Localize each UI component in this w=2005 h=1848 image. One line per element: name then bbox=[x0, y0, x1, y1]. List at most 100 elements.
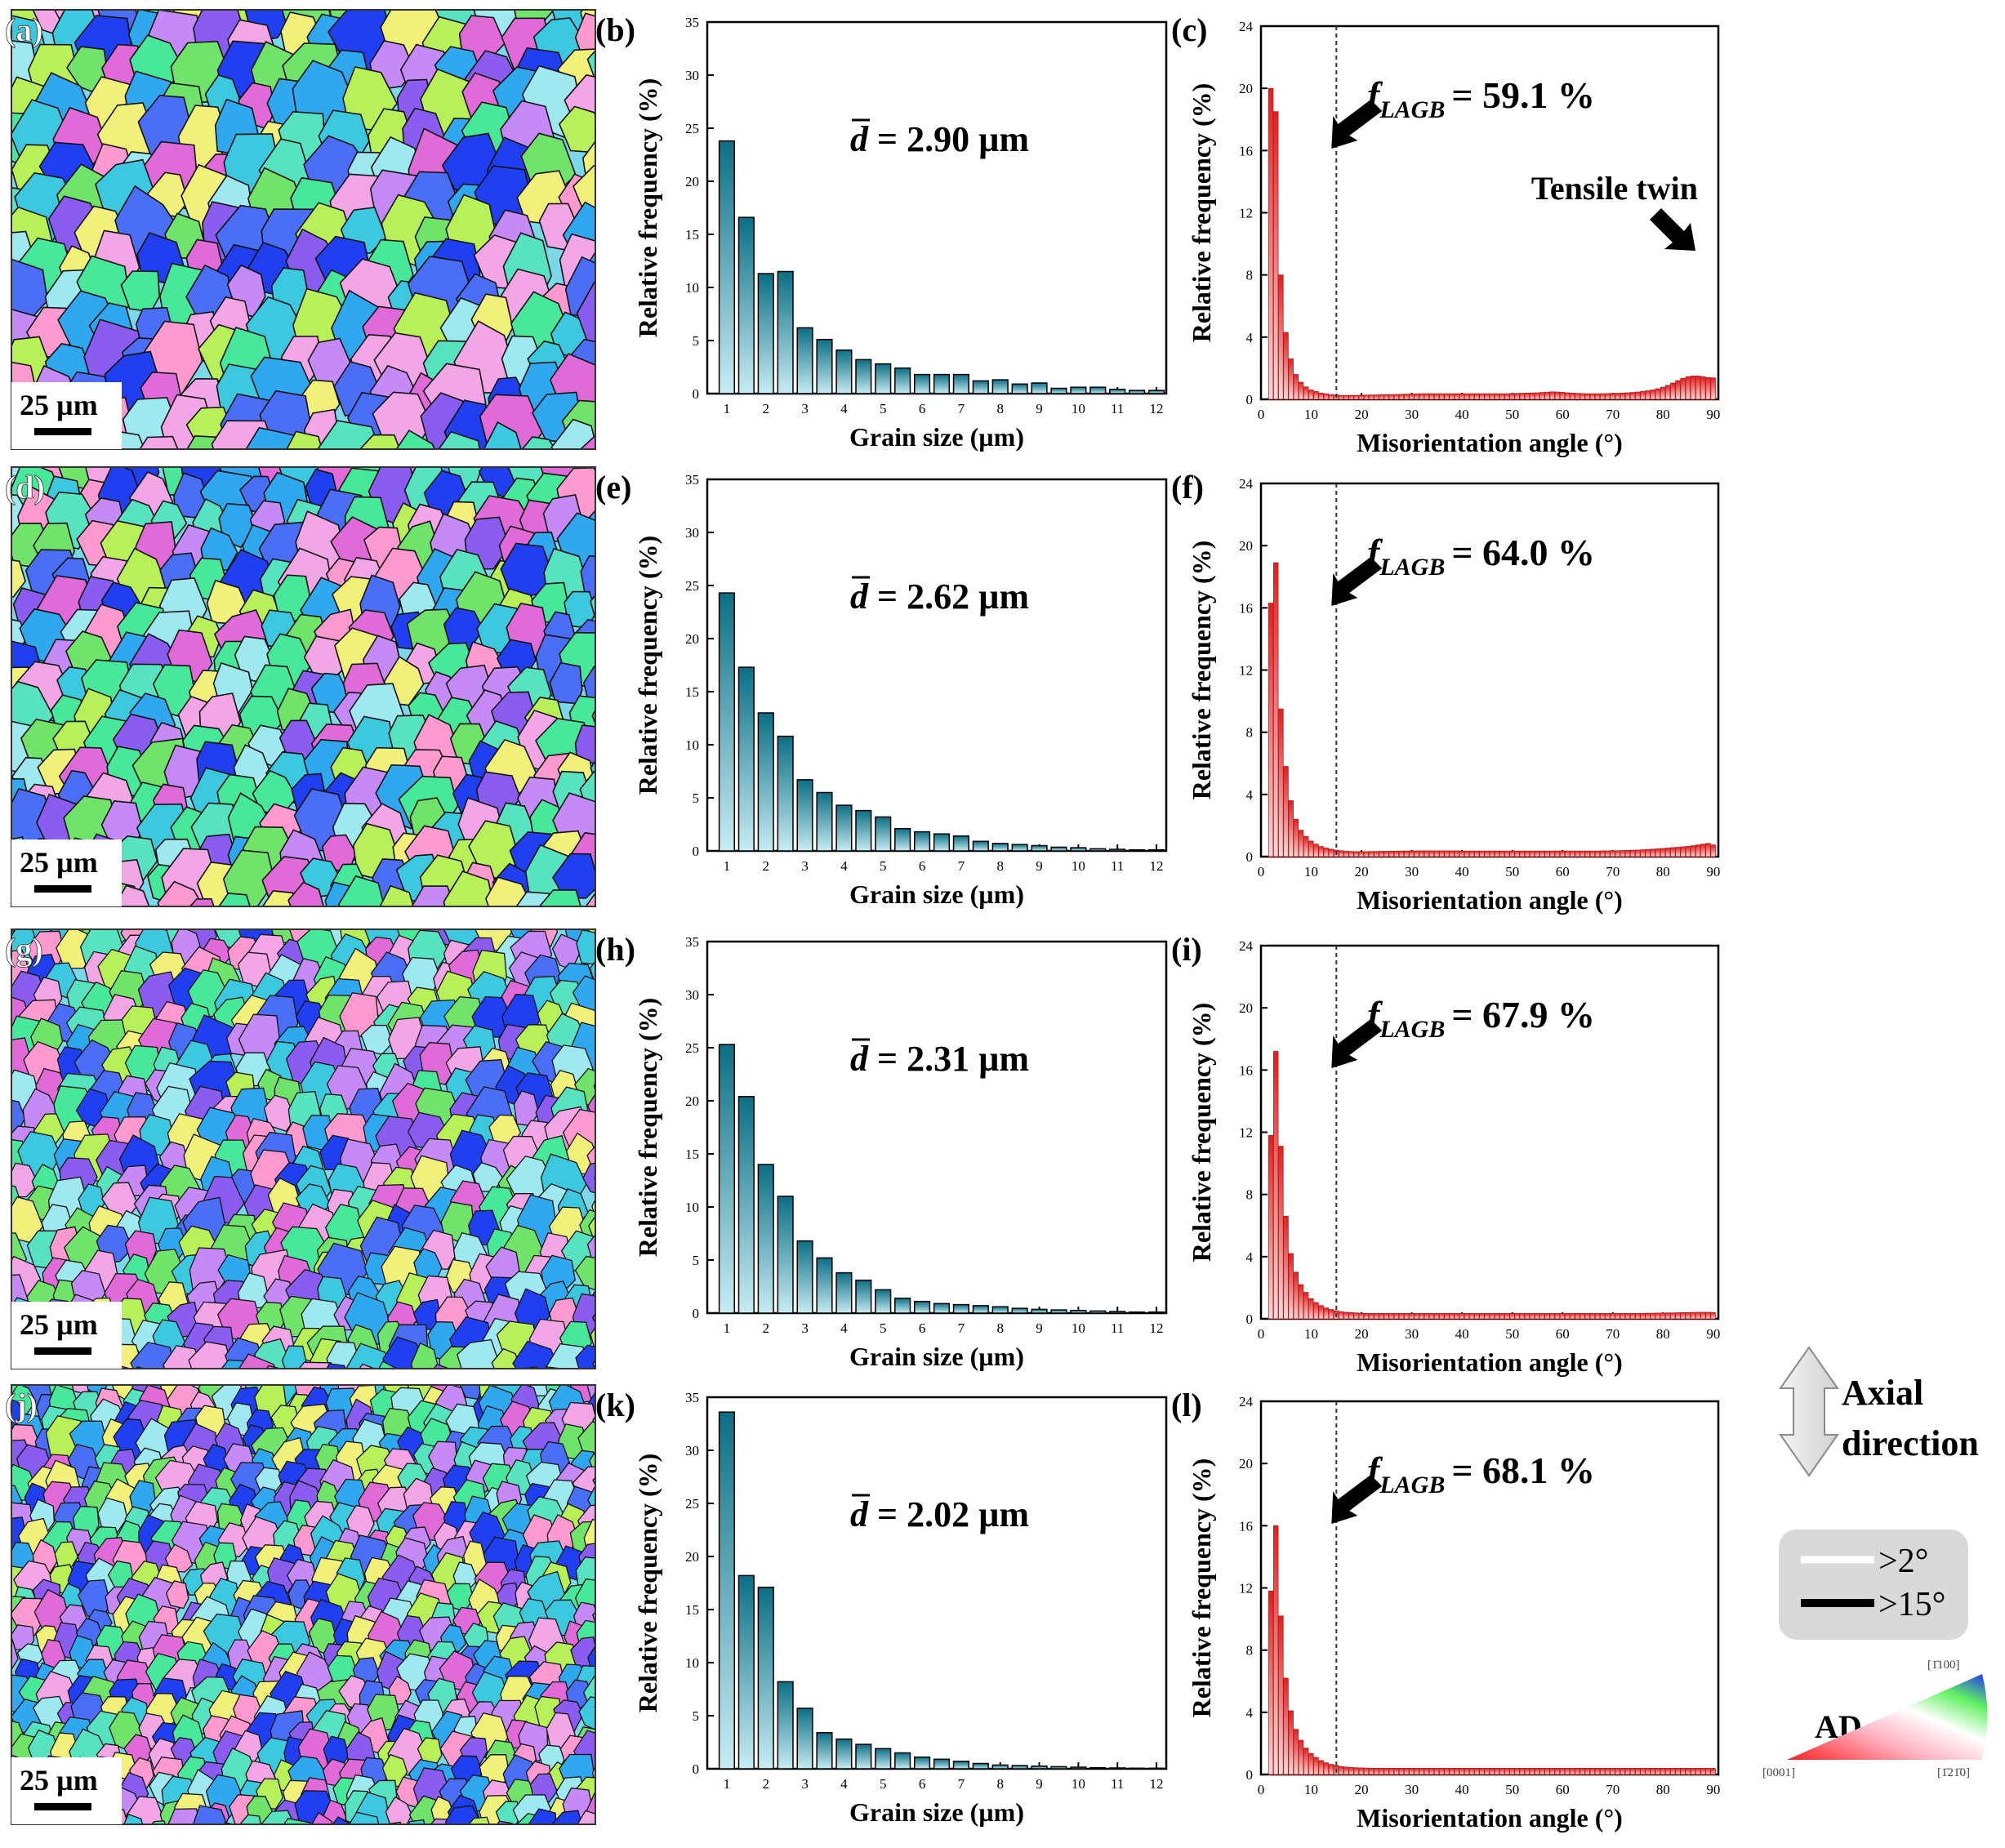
x-tick-label: 50 bbox=[1505, 1326, 1519, 1342]
y-tick-label: 35 bbox=[685, 15, 699, 30]
x-tick-label: 50 bbox=[1505, 407, 1519, 422]
grain-size-bar bbox=[1089, 1766, 1107, 1770]
scale-bar-label: 25 µm bbox=[20, 1764, 98, 1797]
grain-size-bar bbox=[757, 712, 774, 852]
x-tick-label: 6 bbox=[919, 1776, 926, 1792]
ebsd-map: (j) 25 µm bbox=[5, 1384, 630, 1825]
scale-bar-label: 25 µm bbox=[20, 1308, 98, 1341]
misorientation-bar bbox=[1293, 1271, 1299, 1320]
plot-frame bbox=[706, 478, 1168, 853]
axial-label-line2: direction bbox=[1842, 1423, 1979, 1463]
misorientation-bar bbox=[1494, 1312, 1500, 1320]
y-tick-label: 10 bbox=[685, 280, 699, 296]
misorientation-bar bbox=[1288, 1710, 1294, 1775]
misorientation-bar bbox=[1343, 1766, 1349, 1775]
misorientation-bar bbox=[1675, 380, 1681, 400]
grain bbox=[512, 1340, 560, 1369]
x-tick-label: 40 bbox=[1455, 1782, 1469, 1797]
misorientation-bar bbox=[1685, 846, 1691, 857]
x-tick-label: 1 bbox=[724, 401, 731, 416]
y-tick-label: 10 bbox=[685, 1655, 699, 1671]
misorientation-bar bbox=[1388, 1767, 1394, 1775]
misorientation-bar bbox=[1353, 394, 1359, 400]
y-tick-label: 15 bbox=[685, 227, 699, 243]
misorientation-bar bbox=[1650, 1767, 1655, 1775]
grain-size-bar bbox=[796, 1708, 813, 1770]
x-tick-label: 9 bbox=[1036, 1776, 1043, 1792]
grain-size-bar bbox=[796, 327, 813, 394]
grain-size-bar bbox=[835, 804, 853, 852]
x-tick-label: 90 bbox=[1706, 864, 1720, 879]
misorientation-bar bbox=[1459, 1767, 1465, 1775]
misorientation-bar bbox=[1559, 1312, 1566, 1320]
misorientation-bar bbox=[1323, 393, 1329, 400]
misorientation-bar bbox=[1534, 1767, 1540, 1775]
misorientation-bar bbox=[1474, 1312, 1480, 1320]
double-arrow-icon bbox=[1779, 1346, 1839, 1477]
misorientation-bar bbox=[1328, 1309, 1334, 1320]
grain bbox=[497, 1820, 514, 1824]
x-tick-label: 12 bbox=[1150, 1320, 1164, 1336]
grain bbox=[550, 418, 595, 449]
misorientation-bar bbox=[1570, 392, 1575, 400]
grain-size-bar bbox=[1089, 386, 1107, 394]
misorientation-bar bbox=[1514, 1312, 1520, 1320]
grain-size-bar bbox=[777, 735, 794, 852]
scale-bar-box bbox=[11, 382, 122, 449]
grain bbox=[600, 1667, 630, 1698]
misorientation-bar bbox=[1655, 388, 1661, 400]
grain-size-bar bbox=[1011, 1307, 1028, 1314]
y-tick-label: 4 bbox=[1246, 330, 1254, 345]
grain bbox=[129, 1480, 157, 1514]
grain bbox=[586, 50, 595, 82]
misorientation-bar bbox=[1499, 850, 1505, 857]
grain bbox=[593, 1578, 595, 1585]
misorientation-bar bbox=[1479, 1312, 1485, 1320]
misorientation-bar bbox=[1424, 393, 1430, 400]
misorientation-bar bbox=[1414, 393, 1419, 400]
x-tick-label: 12 bbox=[1150, 1776, 1164, 1792]
grain bbox=[468, 1816, 490, 1824]
misorientation-bar bbox=[1348, 1311, 1354, 1320]
x-axis-label: Grain size (µm) bbox=[849, 879, 1024, 909]
x-tick-label: 90 bbox=[1706, 1326, 1720, 1342]
misorientation-bar bbox=[1474, 1767, 1480, 1775]
x-tick-label: 10 bbox=[1304, 864, 1318, 879]
misorientation-bar bbox=[1635, 391, 1641, 400]
misorientation-bar bbox=[1504, 393, 1510, 400]
panel-label: (c) bbox=[1171, 11, 1207, 48]
misorientation-bar bbox=[1348, 851, 1354, 857]
scale-bar bbox=[34, 1347, 91, 1355]
misorientation-bar bbox=[1444, 393, 1450, 400]
grain-size-bar bbox=[757, 1586, 774, 1770]
misorientation-bar bbox=[1428, 1767, 1435, 1775]
mean-value: = 2.62 µm bbox=[868, 577, 1029, 617]
misorientation-bar bbox=[1368, 851, 1375, 857]
grain-size-bar bbox=[777, 1196, 794, 1314]
grain bbox=[457, 1338, 501, 1369]
ipf-top-label: [1̄100] bbox=[1927, 1659, 1959, 1672]
x-tick-label: 70 bbox=[1606, 407, 1620, 422]
misorientation-bar bbox=[1379, 1312, 1384, 1320]
misorientation-bar bbox=[1433, 1767, 1440, 1775]
misorientation-bar bbox=[1298, 381, 1304, 400]
grain bbox=[599, 1548, 626, 1577]
grain-size-bar bbox=[757, 1164, 774, 1314]
x-tick-label: 3 bbox=[801, 1320, 809, 1336]
misorientation-bar bbox=[1670, 1767, 1676, 1775]
y-tick-label: 4 bbox=[1246, 1705, 1254, 1721]
ipf-left-label: [0001] bbox=[1762, 1766, 1795, 1779]
grain bbox=[164, 1543, 194, 1573]
y-axis-label: Relative frequency (%) bbox=[1187, 541, 1216, 800]
grain-size-bar bbox=[718, 140, 735, 394]
x-tick-label: 50 bbox=[1505, 1782, 1519, 1797]
grain-size-bar bbox=[1109, 1311, 1126, 1314]
grain bbox=[608, 385, 662, 445]
y-tick-label: 0 bbox=[1246, 392, 1254, 407]
misorientation-bar bbox=[1409, 1767, 1415, 1775]
y-tick-label: 5 bbox=[693, 1253, 700, 1268]
grain-size-bar bbox=[972, 840, 989, 852]
ebsd-map: (g) 25 µm bbox=[5, 928, 596, 1369]
